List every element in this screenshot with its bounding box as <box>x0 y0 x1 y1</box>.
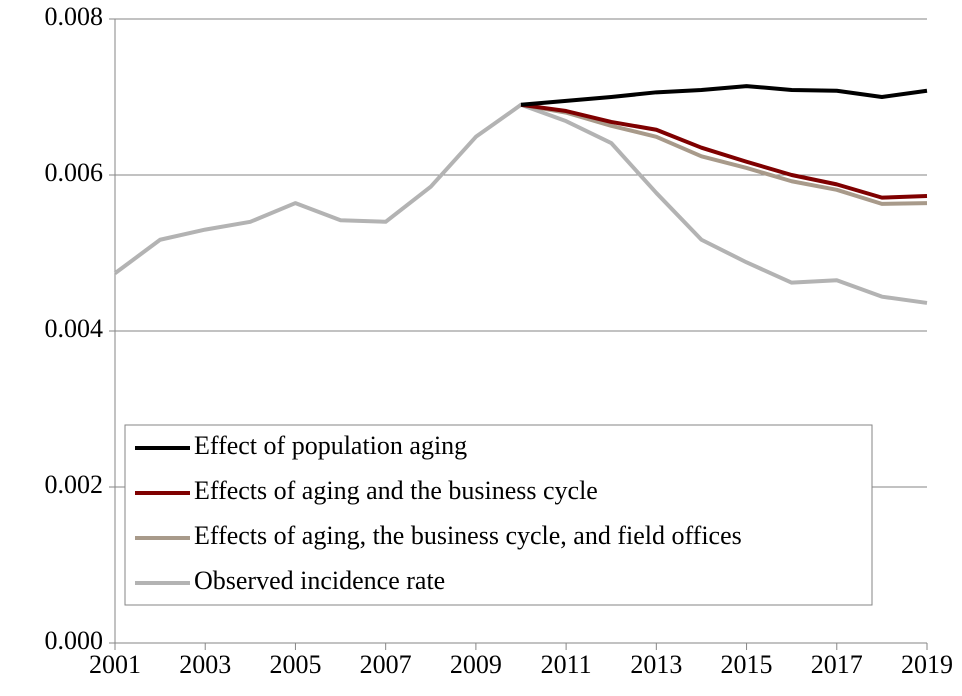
x-tick-label: 2009 <box>450 650 502 679</box>
x-tick-label: 2005 <box>269 650 321 679</box>
y-tick-label: 0.002 <box>45 470 104 499</box>
y-tick-label: 0.000 <box>45 626 104 655</box>
x-tick-label: 2001 <box>89 650 141 679</box>
legend-label: Effects of aging and the business cycle <box>194 476 598 505</box>
series-line <box>520 102 928 200</box>
x-tick-label: 2019 <box>901 650 953 679</box>
x-tick-label: 2011 <box>541 650 592 679</box>
y-tick-label: 0.008 <box>45 2 104 31</box>
legend-label: Effects of aging, the business cycle, an… <box>194 521 742 550</box>
legend-label: Observed incidence rate <box>194 566 445 595</box>
x-tick-label: 2017 <box>811 650 863 679</box>
series-line <box>520 102 928 206</box>
series-line <box>520 84 928 107</box>
x-tick-label: 2013 <box>630 650 682 679</box>
legend-box <box>124 424 873 606</box>
y-tick-label: 0.004 <box>45 314 104 343</box>
y-tick-label: 0.006 <box>45 158 104 187</box>
x-tick-label: 2015 <box>721 650 773 679</box>
legend-label: Effect of population aging <box>194 431 467 460</box>
series-line <box>113 102 928 305</box>
x-tick-label: 2003 <box>179 650 231 679</box>
x-tick-label: 2007 <box>360 650 412 679</box>
